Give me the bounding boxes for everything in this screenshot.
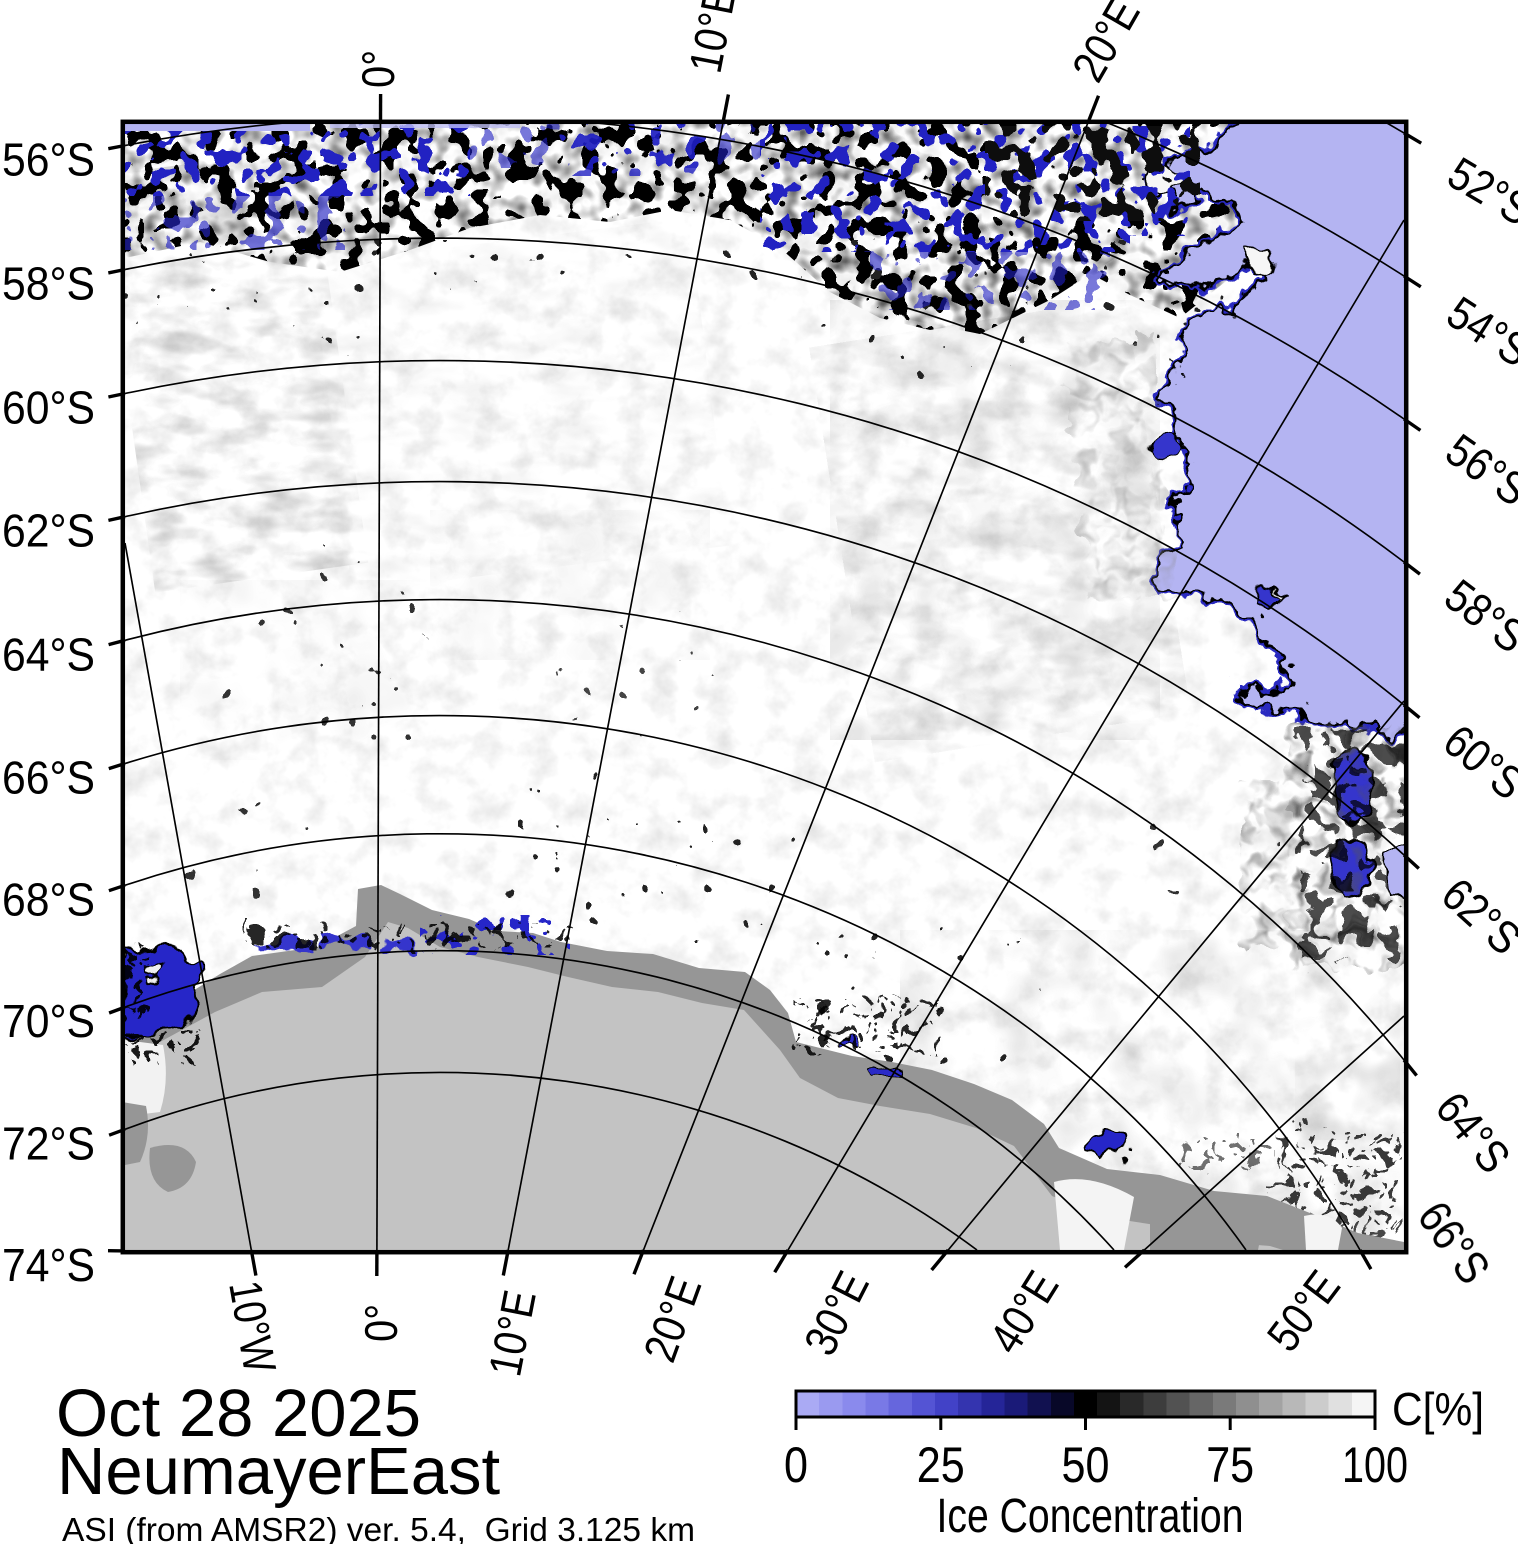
svg-text:0°: 0° — [355, 1304, 407, 1342]
svg-text:68°S: 68°S — [2, 873, 95, 925]
svg-text:66°S: 66°S — [1408, 1192, 1500, 1293]
svg-text:56°S: 56°S — [1437, 423, 1518, 515]
svg-text:0°: 0° — [352, 50, 404, 88]
svg-text:56°S: 56°S — [2, 134, 95, 186]
svg-text:Oct 28 2025: Oct 28 2025 — [56, 1376, 421, 1451]
svg-text:62°S: 62°S — [1432, 868, 1518, 965]
svg-text:58°S: 58°S — [1435, 569, 1518, 663]
svg-text:C[%]: C[%] — [1392, 1383, 1484, 1435]
svg-text:10°E: 10°E — [478, 1286, 545, 1380]
svg-text:30°E: 30°E — [794, 1263, 879, 1363]
svg-text:60°S: 60°S — [1434, 714, 1518, 809]
svg-text:NeumayerEast: NeumayerEast — [57, 1434, 501, 1509]
svg-text:64°S: 64°S — [2, 628, 95, 680]
svg-text:Ice Concentration: Ice Concentration — [937, 1490, 1244, 1543]
svg-text:75: 75 — [1206, 1437, 1254, 1493]
svg-text:25: 25 — [917, 1437, 965, 1493]
svg-text:70°S: 70°S — [2, 995, 95, 1047]
svg-text:40°E: 40°E — [979, 1262, 1069, 1362]
svg-text:10°E: 10°E — [679, 0, 746, 77]
svg-text:0: 0 — [784, 1437, 808, 1493]
svg-text:58°S: 58°S — [2, 258, 95, 310]
svg-text:72°S: 72°S — [2, 1117, 95, 1169]
svg-text:10°W: 10°W — [219, 1277, 286, 1377]
svg-text:20°E: 20°E — [1062, 0, 1150, 90]
svg-text:54°S: 54°S — [1438, 286, 1518, 377]
svg-text:100: 100 — [1342, 1437, 1408, 1493]
svg-text:66°S: 66°S — [2, 752, 95, 804]
svg-text:ASI (from AMSR2) ver. 5.4, Gr: ASI (from AMSR2) ver. 5.4, Grid 3.125 km — [62, 1512, 695, 1544]
svg-text:62°S: 62°S — [2, 505, 95, 557]
svg-text:52°S: 52°S — [1439, 147, 1518, 236]
svg-text:50°E: 50°E — [1257, 1261, 1350, 1361]
svg-text:74°S: 74°S — [2, 1239, 95, 1291]
svg-text:20°E: 20°E — [633, 1270, 711, 1369]
svg-text:50: 50 — [1062, 1437, 1110, 1493]
svg-text:60°S: 60°S — [2, 382, 95, 434]
svg-text:64°S: 64°S — [1426, 1082, 1518, 1182]
